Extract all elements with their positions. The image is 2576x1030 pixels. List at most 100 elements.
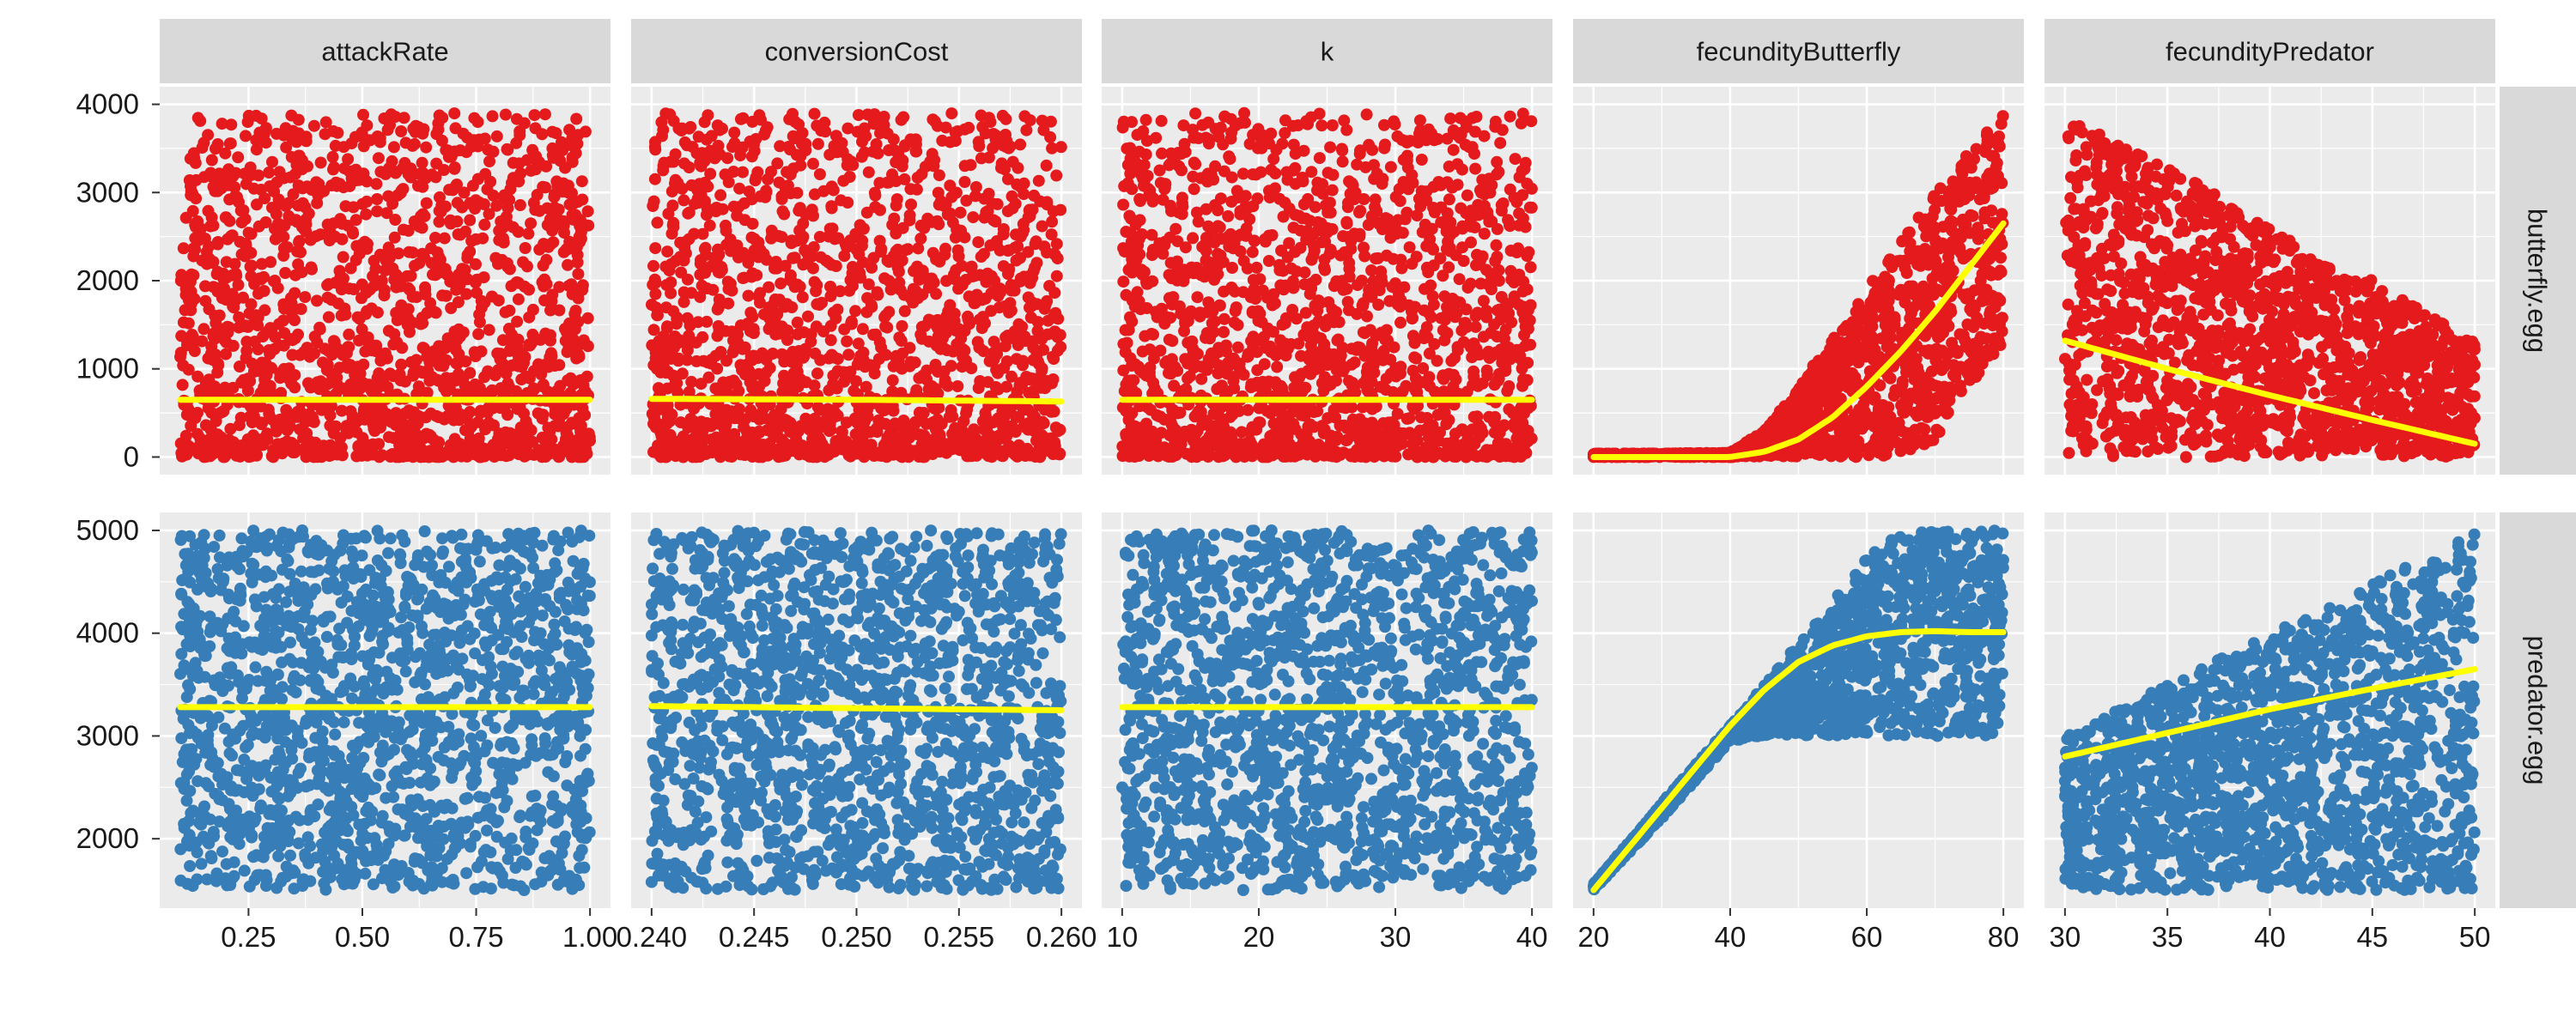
data-point: [1045, 377, 1058, 390]
data-point: [794, 420, 807, 433]
data-point: [1003, 263, 1016, 276]
data-point: [656, 421, 669, 434]
data-point: [451, 334, 464, 347]
data-point: [1163, 269, 1176, 282]
data-point: [1493, 427, 1506, 439]
data-point: [675, 124, 688, 137]
data-point: [811, 279, 823, 292]
data-point: [182, 363, 195, 376]
data-point: [337, 272, 349, 285]
data-point: [937, 341, 950, 354]
data-point: [1413, 114, 1426, 127]
data-point: [1309, 273, 1322, 286]
data-point: [519, 415, 532, 427]
data-point: [263, 167, 276, 179]
data-point: [728, 126, 741, 139]
data-point: [1431, 409, 1444, 421]
data-point: [776, 420, 789, 433]
data-point: [1334, 448, 1346, 461]
data-point: [1120, 226, 1133, 238]
data-point: [406, 449, 419, 462]
data-point: [553, 304, 566, 317]
data-point: [1117, 115, 1130, 128]
data-point: [444, 276, 457, 288]
data-point: [337, 251, 349, 264]
data-point: [856, 323, 869, 336]
data-point: [1262, 375, 1275, 388]
data-point: [1417, 362, 1430, 374]
data-point: [1118, 245, 1131, 258]
data-point: [1120, 379, 1133, 391]
data-point: [844, 274, 857, 287]
data-point: [336, 404, 348, 417]
data-point: [1267, 439, 1280, 452]
data-point: [1267, 153, 1280, 166]
data-point: [464, 214, 477, 227]
data-point: [671, 377, 683, 390]
facet-strip-attack-rate: attackRate: [160, 19, 611, 83]
data-point: [781, 349, 794, 362]
data-point: [1024, 203, 1036, 216]
data-point: [1050, 169, 1063, 182]
data-point: [784, 143, 797, 156]
data-point: [1031, 355, 1044, 368]
data-point: [546, 125, 559, 138]
data-point: [835, 426, 848, 439]
data-point: [799, 244, 811, 257]
data-point: [363, 283, 376, 296]
data-point: [659, 340, 671, 353]
data-point: [982, 187, 995, 200]
data-point: [273, 339, 285, 352]
data-point: [311, 294, 323, 307]
data-point: [371, 205, 384, 218]
data-point: [503, 381, 516, 393]
data-point: [228, 301, 240, 314]
data-point: [269, 275, 282, 287]
data-point: [1162, 445, 1175, 458]
data-point: [996, 109, 1009, 122]
data-point: [909, 415, 922, 428]
data-point: [944, 207, 957, 220]
data-point: [176, 379, 189, 391]
data-point: [384, 451, 397, 463]
data-point: [512, 293, 525, 306]
data-point: [801, 255, 814, 268]
data-point: [701, 315, 714, 328]
trend-line: [648, 396, 1065, 405]
data-point: [243, 307, 256, 320]
data-point: [902, 443, 914, 456]
data-point: [1132, 239, 1145, 251]
data-point: [732, 336, 744, 349]
data-point: [1490, 239, 1503, 251]
data-point: [563, 124, 576, 136]
data-point: [412, 380, 425, 393]
data-point: [807, 157, 819, 170]
data-point: [797, 217, 810, 230]
data-point: [212, 359, 225, 372]
data-point: [840, 366, 853, 379]
data-point: [1012, 161, 1024, 174]
data-point: [1289, 371, 1301, 384]
data-point: [702, 420, 714, 433]
data-point: [486, 110, 499, 123]
data-point: [565, 278, 578, 291]
data-point: [198, 450, 211, 463]
data-point: [694, 156, 707, 169]
data-point: [1431, 354, 1443, 367]
data-point: [747, 249, 760, 262]
data-point: [1320, 449, 1333, 462]
data-point: [649, 405, 662, 418]
data-point: [1009, 197, 1022, 210]
data-point: [1504, 110, 1516, 123]
data-point: [1371, 251, 1384, 264]
data-point: [862, 278, 875, 291]
data-point: [1491, 155, 1504, 168]
data-point: [264, 256, 277, 269]
data-point: [1397, 154, 1410, 167]
data-point: [1176, 164, 1188, 177]
data-point: [907, 296, 920, 309]
data-point: [842, 348, 855, 361]
data-point: [210, 348, 222, 361]
data-point: [874, 203, 886, 216]
data-point: [1257, 331, 1270, 344]
